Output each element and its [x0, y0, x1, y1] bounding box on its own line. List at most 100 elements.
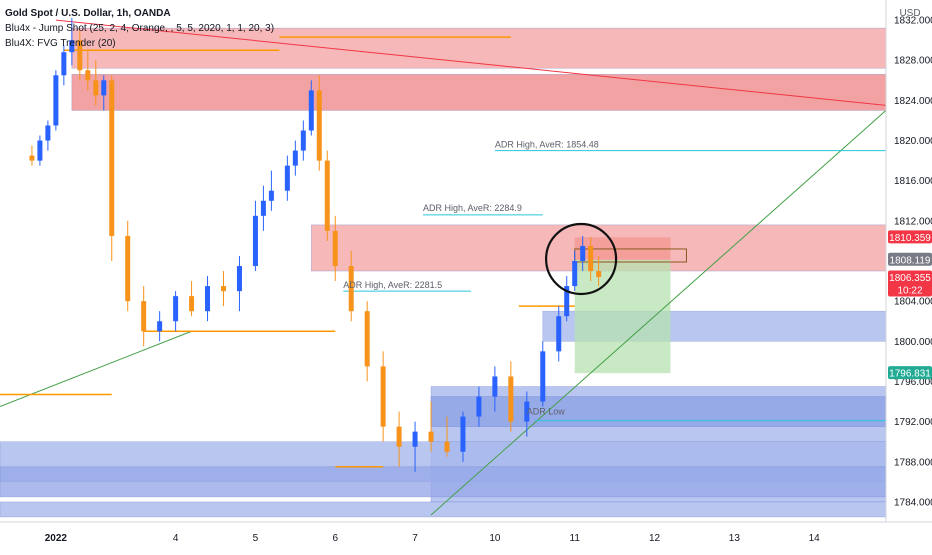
- candle-body: [572, 261, 578, 287]
- price-label-text: 1808.119: [890, 255, 931, 266]
- adr-label: ADR High, AveR: 2284.9: [423, 203, 522, 213]
- candle-body: [588, 245, 594, 272]
- candle-body: [596, 271, 602, 278]
- candle-body: [476, 396, 482, 417]
- adr-label: ADR Low: [527, 407, 566, 417]
- candle-body: [109, 80, 115, 236]
- demand-zone: [430, 396, 887, 427]
- adr-label: ADR High, AveR: 1854.48: [495, 140, 599, 150]
- candle-body: [141, 301, 147, 332]
- candle-body: [260, 200, 266, 216]
- candle-body: [69, 40, 75, 53]
- y-tick-label: 1800.000: [894, 337, 932, 348]
- candle-body: [173, 296, 179, 322]
- candle-body: [444, 441, 450, 452]
- price-label-tag: [888, 270, 932, 297]
- currency-label: USD: [899, 8, 920, 19]
- candle-body: [396, 426, 402, 447]
- candle-body: [53, 75, 59, 126]
- indicator-jump-shot: Blu4x - Jump Shot (25, 2, 4, Orange, , 5…: [5, 23, 275, 34]
- candle-body: [580, 245, 586, 261]
- x-tick-label: 12: [649, 533, 661, 544]
- price-label-tag: [888, 230, 932, 244]
- candle-body: [348, 266, 354, 312]
- candle-body: [308, 90, 314, 131]
- candle-body: [220, 286, 226, 292]
- candle-body: [508, 376, 514, 422]
- price-label-text: 1796.831: [889, 369, 931, 380]
- time-axis: [0, 522, 932, 550]
- y-tick-label: 1812.000: [894, 216, 932, 227]
- y-tick-label: 1824.000: [894, 96, 932, 107]
- candle-body: [492, 376, 498, 397]
- chart-title: Gold Spot / U.S. Dollar, 1h, OANDA: [5, 8, 171, 19]
- candle-body: [77, 40, 83, 71]
- candle-body: [189, 296, 195, 312]
- y-tick-label: 1796.000: [894, 377, 932, 388]
- candle-body: [564, 286, 570, 317]
- adr-label: ADR High, AveR: 2281.5: [343, 280, 442, 290]
- candle-body: [540, 351, 546, 402]
- y-tick-label: 1784.000: [894, 497, 932, 508]
- x-tick-label: 5: [253, 533, 259, 544]
- candle-body: [252, 215, 258, 267]
- candle-body: [268, 190, 274, 201]
- price-label-tag: [888, 366, 932, 380]
- y-tick-label: 1820.000: [894, 136, 932, 147]
- supply-zone: [71, 27, 887, 69]
- candle-body: [85, 70, 91, 81]
- x-tick-label: 2022: [45, 533, 68, 544]
- candle-body: [292, 150, 298, 166]
- candle-body: [332, 230, 338, 267]
- demand-zone: [0, 466, 887, 498]
- candle-body: [316, 90, 322, 161]
- trend-line-green: [0, 330, 192, 408]
- candle-body: [101, 80, 107, 96]
- highlight-circle: [544, 222, 618, 296]
- supply-zone: [71, 73, 887, 111]
- x-tick-label: 14: [809, 533, 821, 544]
- position-reward: [574, 259, 671, 374]
- x-tick-label: 7: [412, 533, 418, 544]
- candle-body: [157, 321, 163, 332]
- candle-body: [236, 266, 242, 292]
- x-tick-label: 13: [729, 533, 741, 544]
- price-label-text: 1810.359: [889, 233, 931, 244]
- x-tick-label: 6: [332, 533, 338, 544]
- candle-body: [284, 165, 290, 191]
- candle-body: [428, 431, 434, 442]
- chart-legend: Gold Spot / U.S. Dollar, 1h, OANDA Blu4x…: [5, 6, 274, 51]
- candle-body: [93, 80, 99, 96]
- candle-body: [300, 130, 306, 151]
- y-tick-label: 1832.000: [894, 16, 932, 27]
- x-tick-label: 4: [173, 533, 179, 544]
- candle-body: [29, 155, 35, 161]
- candle-body: [37, 140, 43, 161]
- y-tick-label: 1804.000: [894, 297, 932, 308]
- y-tick-label: 1816.000: [894, 176, 932, 187]
- price-label-countdown: 10:22: [897, 286, 922, 297]
- y-tick-label: 1828.000: [894, 56, 932, 67]
- price-label-text: 1806.355: [889, 273, 931, 284]
- trend-line-green: [430, 110, 887, 516]
- indicator-fvg-trender: Blu4X: FVG Trender (20): [5, 38, 116, 49]
- candle-body: [412, 431, 418, 447]
- candle-body: [205, 286, 211, 312]
- candle-body: [364, 311, 370, 367]
- price-label-tag: [888, 252, 932, 266]
- candle-body: [45, 125, 51, 141]
- candle-body: [460, 416, 466, 452]
- trend-line-red: [55, 19, 887, 106]
- candle-body: [61, 52, 67, 76]
- candle-body: [524, 401, 530, 422]
- candle-body: [324, 160, 330, 231]
- x-tick-label: 10: [489, 533, 501, 544]
- x-tick-label: 11: [570, 533, 581, 544]
- candle-body: [380, 366, 386, 427]
- candle-body: [125, 235, 131, 302]
- candle-body: [556, 316, 562, 352]
- y-tick-label: 1788.000: [894, 457, 932, 468]
- y-tick-label: 1792.000: [894, 417, 932, 428]
